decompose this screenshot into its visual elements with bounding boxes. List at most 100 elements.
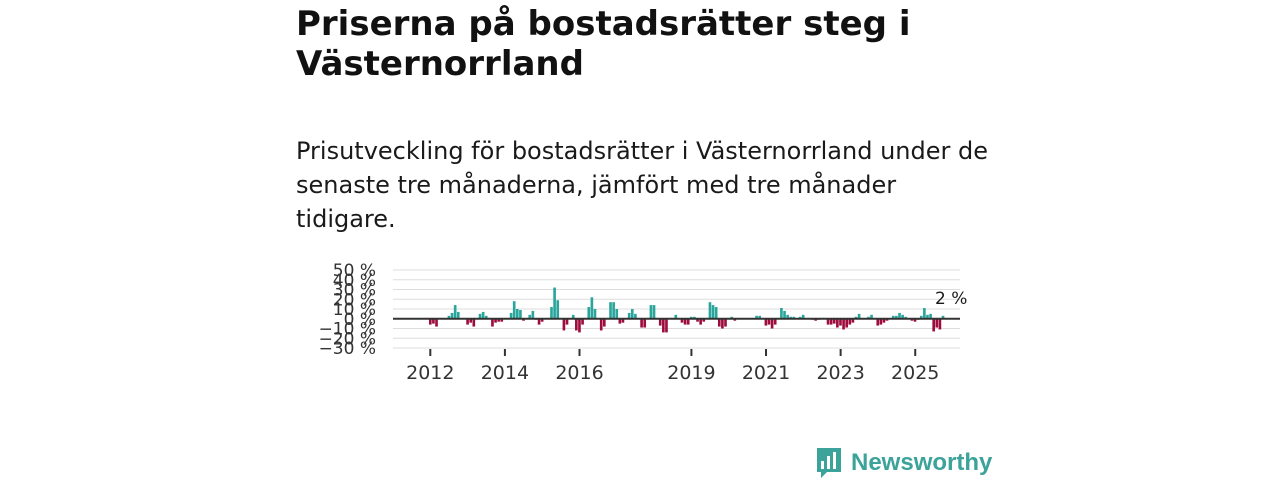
bar: [686, 318, 690, 325]
bar: [891, 315, 895, 319]
bar: [929, 313, 932, 319]
bar: [450, 312, 454, 319]
bar: [447, 315, 451, 319]
last-value-label: 2 %: [935, 289, 967, 309]
bar: [764, 318, 768, 326]
bar: [919, 315, 923, 319]
bar: [550, 307, 553, 319]
bar: [711, 305, 715, 319]
bar: [851, 318, 855, 323]
bar: [553, 287, 556, 319]
bar: [593, 309, 597, 319]
bar: [898, 312, 901, 319]
bar: [428, 318, 432, 325]
chart-gridlines: [393, 269, 960, 349]
bar: [932, 318, 936, 332]
x-tick-label: 2021: [742, 362, 790, 384]
bar: [876, 318, 880, 326]
bar: [565, 318, 569, 325]
y-tick-label: 0 %: [344, 310, 376, 330]
bar: [627, 312, 631, 319]
bar: [832, 318, 836, 324]
bar: [634, 313, 637, 319]
x-tick-label: 2019: [667, 362, 715, 384]
bar: [494, 318, 497, 323]
bar: [556, 300, 560, 319]
bar: [456, 311, 460, 319]
bar: [587, 307, 591, 319]
bar: [901, 314, 904, 319]
y-axis-ticks: 50 %40 %30 %20 %10 %0 %−10 %−20 %−30 %: [319, 261, 376, 359]
bar: [941, 315, 945, 319]
bar: [581, 318, 584, 325]
bar: [453, 305, 457, 319]
y-tick-label: −30 %: [319, 339, 376, 359]
bar: [590, 297, 594, 319]
bar: [923, 308, 926, 319]
chart-subtitle: Prisutveckling för bostadsrätter i Väste…: [296, 137, 989, 233]
bar: [602, 318, 606, 327]
x-axis-ticks: 2012 2014 2016 2019 2021 2023 2025: [406, 349, 939, 384]
bar: [680, 318, 684, 323]
bar: [773, 318, 777, 325]
bar: [708, 302, 712, 319]
bar: [537, 318, 541, 325]
bar: [578, 318, 581, 333]
bar: [895, 315, 898, 319]
bar: [615, 309, 619, 319]
bar: [478, 313, 482, 319]
y-tick-label: −20 %: [319, 329, 376, 349]
chart-title: Priserna på bostadsrätter steg i Västern…: [296, 4, 911, 84]
y-tick-label: −10 %: [319, 320, 376, 340]
bar: [839, 318, 842, 326]
bar: [879, 318, 883, 325]
bar: [842, 318, 845, 330]
bar-chart-bubble-icon: [817, 448, 841, 478]
bar: [926, 314, 929, 319]
bar: [652, 305, 656, 319]
bar: [770, 318, 774, 329]
bar: [665, 318, 668, 333]
bar: [540, 318, 544, 322]
bar: [621, 318, 625, 323]
newsworthy-logo: Newsworthy: [815, 446, 992, 480]
bar: [562, 318, 566, 331]
bar: [767, 318, 771, 325]
bar: [938, 318, 942, 330]
x-tick-label: 2025: [891, 362, 939, 384]
bar: [571, 314, 575, 319]
bar: [935, 318, 939, 328]
bar: [612, 302, 615, 319]
bar: [696, 318, 699, 322]
bar: [481, 311, 485, 319]
bar: [801, 314, 805, 319]
bar: [497, 318, 500, 322]
bar: [640, 318, 643, 328]
bar: [491, 318, 494, 327]
bar: [469, 318, 473, 323]
bar: [515, 309, 519, 319]
y-tick-label: 20 %: [333, 290, 376, 310]
bar: [472, 318, 476, 327]
bar: [848, 318, 852, 325]
bar: [836, 318, 839, 328]
bar: [435, 318, 438, 327]
bar: [702, 318, 706, 322]
bar: [724, 318, 727, 327]
bar: [717, 318, 721, 327]
bar: [528, 314, 532, 319]
x-tick-label: 2016: [555, 362, 603, 384]
x-tick-label: 2014: [481, 362, 529, 384]
bar: [845, 318, 849, 328]
bar: [783, 310, 786, 319]
bar: [649, 305, 653, 319]
y-tick-label: 30 %: [333, 281, 376, 301]
bar: [658, 318, 662, 326]
bar: [643, 318, 647, 328]
x-tick-label: 2012: [406, 362, 454, 384]
y-tick-label: 10 %: [333, 300, 376, 320]
brand-name: Newsworthy: [851, 449, 993, 476]
bar: [484, 315, 488, 319]
bar: [618, 318, 622, 324]
x-tick-label: 2023: [816, 362, 864, 384]
